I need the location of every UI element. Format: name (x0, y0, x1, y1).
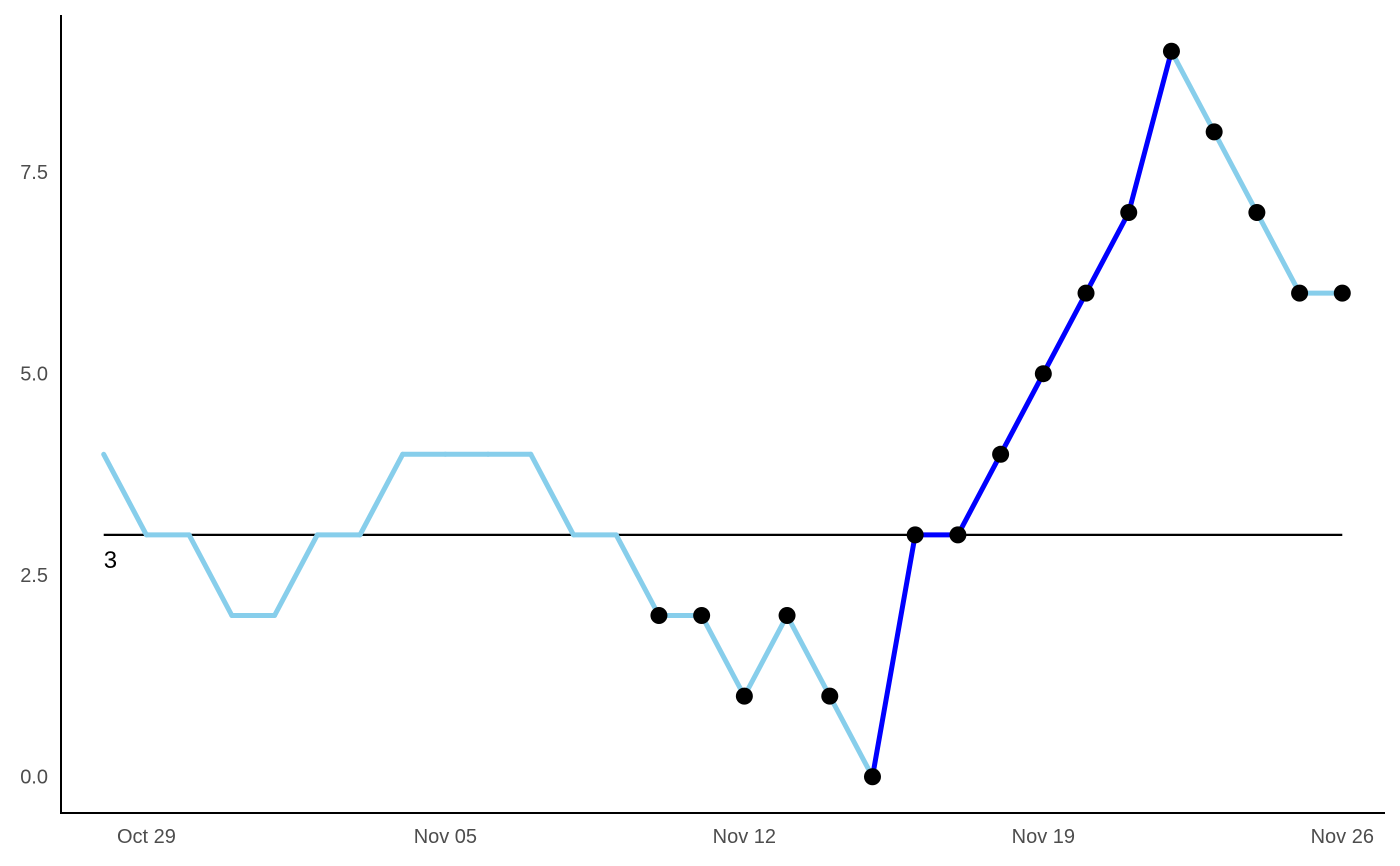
data-point (863, 768, 881, 786)
series-line-segment (784, 613, 833, 699)
series-line-segment (528, 451, 577, 538)
series-line-segment (741, 613, 790, 699)
data-point (693, 607, 711, 625)
data-point (1077, 284, 1095, 302)
data-point (1162, 42, 1180, 60)
data-point (1205, 123, 1223, 141)
data-point (778, 607, 796, 625)
x-tick-label: Nov 12 (713, 826, 776, 848)
highlight-line-segment (955, 451, 1004, 538)
x-tick-label: Nov 26 (1311, 826, 1374, 848)
data-point (1291, 284, 1309, 302)
series-line-segment (186, 532, 235, 619)
data-point (1248, 203, 1266, 221)
highlight-line-segment (1040, 290, 1089, 377)
series-line-segment (1254, 209, 1303, 296)
y-tick-label: 7.5 (20, 162, 48, 184)
series-line-segment (1168, 48, 1217, 135)
series-line-segment (827, 693, 875, 780)
y-tick-label: 5.0 (20, 364, 48, 386)
reference-line-label: 3 (104, 547, 117, 574)
series-points-group (650, 42, 1351, 786)
data-point (906, 526, 924, 544)
highlight-line-segment (869, 532, 918, 780)
series-line-segment (613, 532, 662, 619)
series-line-segment (272, 532, 320, 619)
reference-line-group: 3 (103, 533, 1343, 574)
series-line-segment (101, 451, 149, 538)
y-tick-label: 0.0 (20, 767, 48, 789)
data-point (992, 445, 1010, 463)
x-tick-label: Nov 19 (1012, 826, 1075, 848)
series-line-group (101, 48, 1345, 780)
data-point (1034, 365, 1052, 383)
axes-group: 0.0 2.5 5.0 7.5 Oct 29 Nov 05 Nov 12 Nov 19 Nov … (20, 15, 1385, 848)
series-line-segment (1211, 129, 1260, 215)
x-tick-label: Nov 05 (414, 826, 477, 848)
data-point (821, 687, 839, 705)
highlight-line-segment (1083, 209, 1132, 296)
data-point (1333, 284, 1351, 302)
data-point (949, 526, 967, 544)
data-point (735, 687, 753, 705)
x-tick-label: Oct 29 (117, 826, 176, 848)
data-point (1120, 203, 1138, 221)
y-tick-label: 2.5 (20, 565, 48, 587)
highlight-line-segment (1126, 48, 1174, 215)
data-point (650, 607, 668, 625)
series-line-segment (357, 451, 406, 538)
series-line-segment (699, 613, 747, 699)
highlight-line-segment (998, 371, 1046, 457)
